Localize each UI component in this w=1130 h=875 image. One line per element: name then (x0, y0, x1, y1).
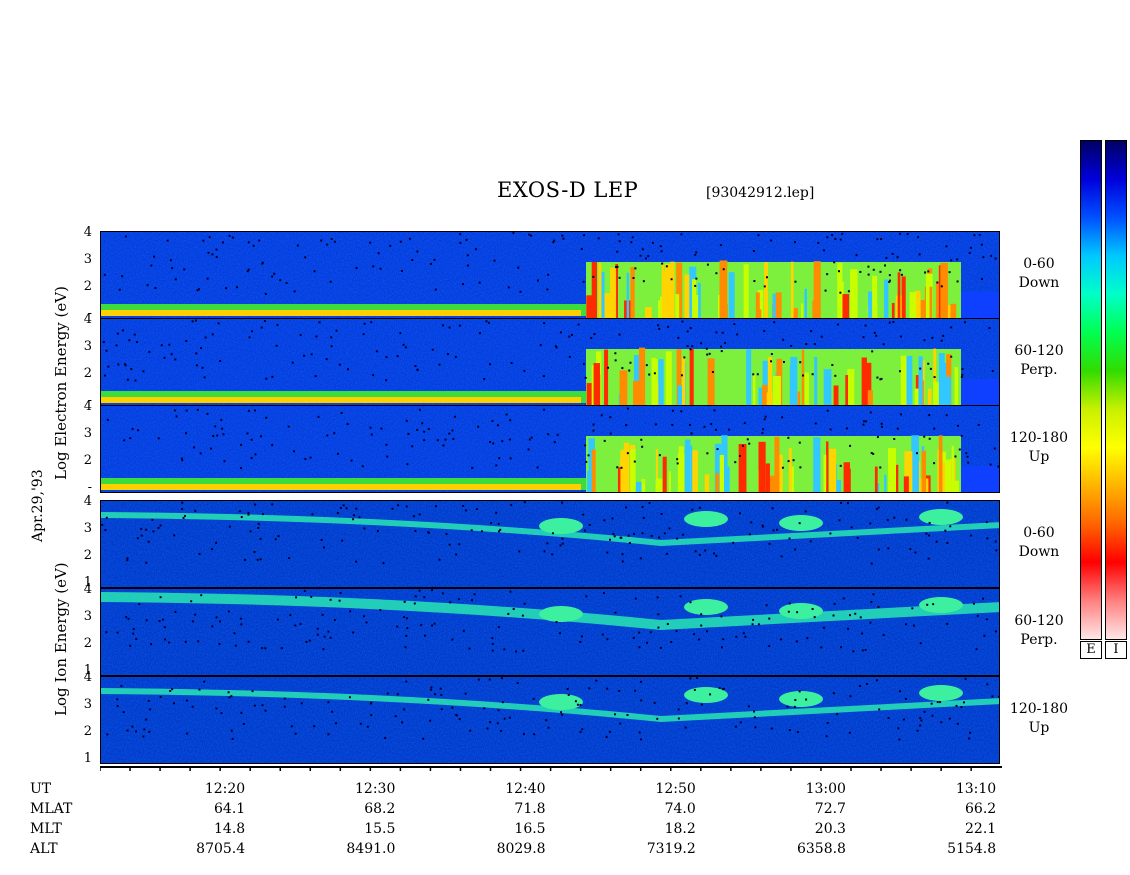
energy-tick-label: 1 (83, 663, 92, 678)
energy-tick-label: 3 (83, 697, 92, 712)
table-cell-mlat: 66.2 (965, 801, 997, 817)
ion-axis-label: Log Ion Energy (eV) (52, 562, 70, 716)
energy-tick-label: 4 (83, 225, 92, 240)
table-cell-mlt: 14.8 (214, 821, 246, 837)
table-cell-ut: 13:10 (955, 781, 997, 797)
panel-label-e-up: 120-180 Up (1009, 429, 1069, 467)
table-cell-mlat: 74.0 (664, 801, 696, 817)
pitch-range: 60-120 (1014, 613, 1064, 629)
energy-tick-label: 4 (83, 312, 92, 327)
colorbar-label-e: E (1080, 641, 1102, 659)
table-cell-alt: 8491.0 (346, 841, 396, 857)
energy-tick-label: 4 (83, 494, 92, 509)
energy-tick-label: - (87, 306, 92, 321)
pitch-range: 120-180 (1009, 701, 1069, 717)
panel-i-up (100, 676, 1000, 764)
table-cell-ut: 12:20 (204, 781, 246, 797)
direction: Down (1018, 544, 1060, 560)
row-head-mlt: MLT (30, 821, 62, 837)
energy-tick-label: 3 (83, 339, 92, 354)
direction: Perp. (1020, 632, 1058, 648)
time-axis (100, 766, 1002, 771)
direction: Perp. (1020, 362, 1058, 378)
table-cell-ut: 12:30 (355, 781, 396, 797)
energy-tick-label: 4 (83, 670, 92, 685)
energy-tick-label: 2 (83, 453, 92, 468)
direction: Up (1028, 720, 1050, 736)
colorbar-electron (1080, 140, 1102, 640)
energy-tick-label: 3 (83, 426, 92, 441)
table-cell-mlt: 22.1 (965, 821, 997, 837)
table-cell-mlat: 68.2 (364, 801, 396, 817)
energy-tick-label: 4 (83, 399, 92, 414)
electron-axis-label: Log Electron Energy (eV) (52, 286, 70, 480)
energy-tick-label: - (87, 393, 92, 408)
energy-tick-label: 2 (83, 724, 92, 739)
table-cell-alt: 6358.8 (796, 841, 846, 857)
table-cell-mlt: 15.5 (364, 821, 396, 837)
table-cell-mlat: 72.7 (814, 801, 846, 817)
panel-e-down (100, 231, 1000, 319)
table-cell-alt: 8705.4 (196, 841, 246, 857)
energy-tick-label: 2 (83, 636, 92, 651)
energy-tick-label: - (87, 480, 92, 495)
panel-i-perp (100, 588, 1000, 676)
panel-i-down (100, 500, 1000, 588)
panel-label-i-perp: 60-120 Perp. (1009, 612, 1069, 650)
table-cell-mlt: 16.5 (514, 821, 546, 837)
energy-tick-label: 2 (83, 366, 92, 381)
table-cell-mlat: 64.1 (214, 801, 246, 817)
pitch-range: 0-60 (1023, 256, 1055, 272)
table-cell-mlt: 20.3 (814, 821, 846, 837)
table-cell-mlat: 71.8 (514, 801, 546, 817)
colorbar-ion (1105, 140, 1127, 640)
panel-label-i-down: 0-60 Down (1009, 524, 1069, 562)
direction: Up (1028, 449, 1050, 465)
energy-tick-label: 1 (83, 751, 92, 766)
table-cell-ut: 12:40 (505, 781, 546, 797)
energy-tick-label: 2 (83, 548, 92, 563)
energy-tick-label: 3 (83, 521, 92, 536)
panel-e-up (100, 405, 1000, 493)
row-head-alt: ALT (30, 841, 58, 857)
pitch-range: 120-180 (1009, 430, 1069, 446)
table-cell-alt: 7319.2 (646, 841, 696, 857)
table-cell-alt: 8029.8 (496, 841, 546, 857)
energy-tick-label: 3 (83, 609, 92, 624)
colorbar-label-i: I (1105, 641, 1127, 659)
date-label: Apr.29,'93 (30, 469, 46, 542)
panel-label-e-perp: 60-120 Perp. (1009, 342, 1069, 380)
pitch-range: 0-60 (1023, 525, 1055, 541)
table-cell-mlt: 18.2 (664, 821, 696, 837)
table-cell-ut: 12:50 (655, 781, 696, 797)
chart-title: EXOS-D LEP (497, 178, 639, 202)
energy-tick-label: 4 (83, 582, 92, 597)
panel-label-i-up: 120-180 Up (1009, 700, 1069, 738)
table-cell-alt: 5154.8 (947, 841, 997, 857)
direction: Down (1018, 275, 1060, 291)
panel-e-perp (100, 318, 1000, 406)
pitch-range: 60-120 (1014, 343, 1064, 359)
energy-tick-label: 2 (83, 279, 92, 294)
energy-tick-label: 1 (83, 575, 92, 590)
panel-label-e-down: 0-60 Down (1009, 255, 1069, 293)
file-name: [93042912.lep] (706, 185, 815, 201)
energy-tick-label: 3 (83, 252, 92, 267)
row-head-mlat: MLAT (30, 801, 73, 817)
table-cell-ut: 13:00 (805, 781, 846, 797)
row-head-ut: UT (30, 781, 52, 797)
